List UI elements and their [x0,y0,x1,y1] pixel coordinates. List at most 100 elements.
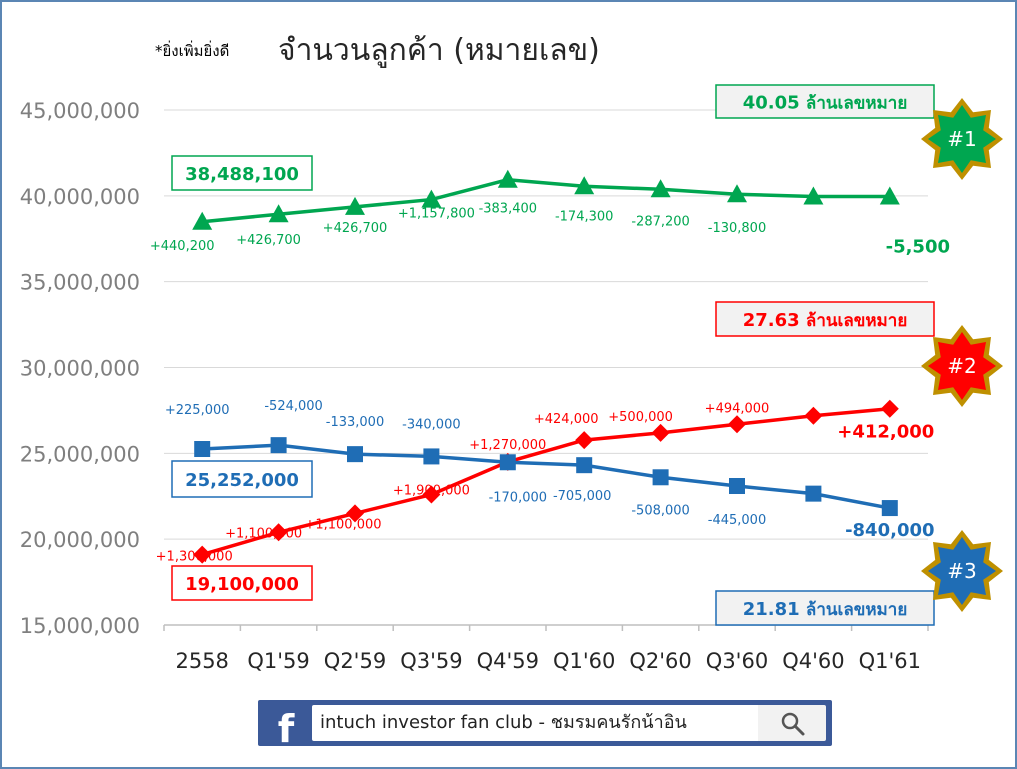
last-value-label: 40.05 ล้านเลขหมาย [743,93,908,114]
x-tick-label: Q1'61 [859,649,921,673]
data-point [651,423,670,442]
data-label: -340,000 [402,417,460,432]
data-point [347,446,363,463]
data-point [499,454,516,471]
last-value-suffix: ล้านเลขหมาย [806,311,907,331]
x-tick-label: Q1'59 [247,649,309,673]
data-label: -383,400 [479,202,537,217]
y-axis: 15,000,000 20,000,000 25,000,000 30,000,000… [20,99,140,638]
data-label: +1,300,000 [156,550,233,565]
y-tick-label: 40,000,000 [20,185,140,209]
last-value-label: 21.81 ล้านเลขหมาย [743,599,908,620]
rank-star [928,332,996,400]
x-tick-label: Q2'59 [324,649,386,673]
data-label: +426,700 [236,233,301,248]
chart-title: จำนวนลูกค้า (หมายเลข) [278,33,600,68]
series-1 [192,169,900,230]
series-3 [194,437,898,517]
x-tick-label: Q3'60 [706,649,768,673]
data-point [881,500,898,517]
data-point [575,431,594,450]
data-point [805,485,822,502]
data-point [497,169,518,188]
data-label: -174,300 [555,209,613,224]
last-value-number: 40.05 [743,93,806,114]
data-label: -130,800 [708,221,766,236]
last-change-label: -5,500 [886,237,950,258]
data-point [728,415,746,434]
data-point [269,523,288,542]
x-tick-label: Q3'59 [400,649,462,673]
data-label: +225,000 [165,403,230,418]
data-point [193,545,212,564]
first-value-label: 38,488,100 [185,164,299,185]
series-line [201,406,890,557]
last-value-box [715,301,935,337]
data-point [652,469,669,486]
first-value-box [171,155,313,191]
last-value-suffix: ล้านเลขหมาย [806,94,907,114]
y-tick-label: 15,000,000 [20,614,140,638]
last-value-number: 27.63 [743,310,806,331]
data-point [729,478,745,495]
search-button[interactable] [758,705,826,741]
last-value-box [715,84,935,119]
x-tick-label: Q4'59 [477,649,539,673]
last-value-suffix: ล้านเลขหมาย [806,600,907,620]
data-point [423,448,440,465]
search-icon [781,712,805,736]
x-axis: 2558 Q1'59 Q2'59 Q3'59 Q4'59 Q1'60 Q2'60 Q3'60 Q… [163,624,929,673]
search-input-text: intuch investor fan club - ชมรมคนรักน้าอ… [320,712,687,733]
x-tick-label: 2558 [175,649,228,673]
data-point [650,179,671,198]
data-label: -133,000 [326,415,384,430]
data-label: +426,700 [323,221,388,236]
data-point [270,437,287,454]
x-tick-label: Q2'60 [629,649,691,673]
facebook-icon[interactable]: f [264,706,308,751]
data-point [574,176,595,195]
line-chart: *ยิ่งเพิ่มยิ่งดี จำนวนลูกค้า (หมายเลข) 1… [20,33,1003,673]
data-point [346,504,364,523]
series-group [192,169,900,564]
x-tick-label: Q4'60 [782,649,844,673]
data-label: +424,000 [534,412,599,427]
last-value-label: 27.63 ล้านเลขหมาย [743,310,908,331]
first-value-label: 25,252,000 [185,470,299,491]
data-point [422,485,441,504]
x-tick-label: Q1'60 [553,649,615,673]
data-label: +494,000 [705,401,770,416]
data-label: -445,000 [708,513,766,528]
data-label: +1,100,000 [225,526,302,541]
annotations: +440,200 +426,700 +426,700 +1,157,800 -383,4… [150,84,1003,626]
data-point [268,204,289,223]
last-value-number: 21.81 [743,599,806,620]
data-label: +440,200 [150,239,215,254]
data-label: +1,100,000 [304,517,381,532]
last-change-label: -840,000 [845,520,934,541]
y-tick-label: 30,000,000 [20,357,140,381]
y-tick-label: 25,000,000 [20,442,140,466]
data-label: +1,900,000 [393,484,470,499]
first-value-box [171,460,313,498]
data-point [727,184,747,203]
rank-star [928,105,996,173]
chart-note: *ยิ่งเพิ่มยิ่งดี [155,40,229,60]
data-point [194,441,211,458]
data-point [192,211,213,230]
data-label: -170,000 [489,490,547,505]
rank-star [928,537,996,605]
data-label: -287,200 [631,214,689,229]
rank-label: #3 [947,559,976,583]
data-label: +500,000 [608,410,673,425]
series-line [202,177,890,224]
rank-label: #1 [947,127,976,151]
data-point [804,406,823,425]
data-label: -705,000 [553,489,611,504]
facebook-search-bar: f intuch investor fan club - ชมรมคนรักน้… [258,700,832,751]
search-input[interactable]: intuch investor fan club - ชมรมคนรักน้าอ… [312,705,758,741]
y-tick-label: 45,000,000 [20,99,140,123]
rank-label: #2 [947,354,976,378]
data-point [880,399,899,418]
